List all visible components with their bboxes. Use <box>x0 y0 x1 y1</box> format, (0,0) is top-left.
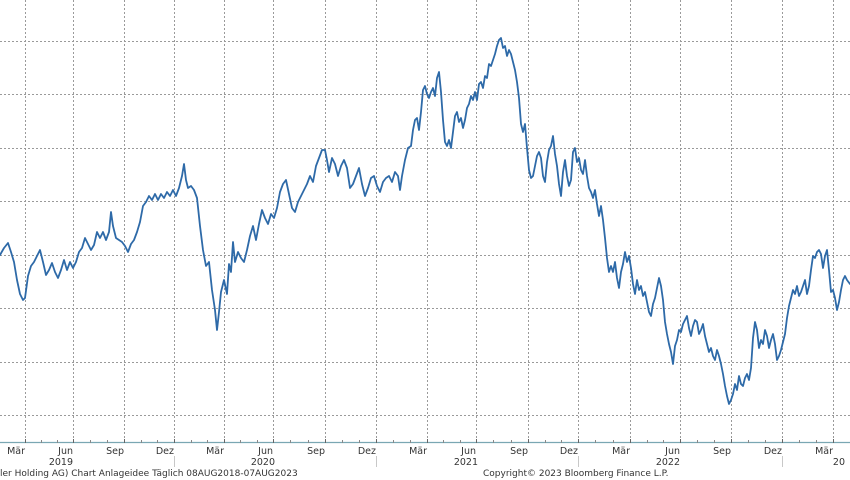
month-tick-label: Sep <box>510 446 528 457</box>
vertical-gridlines <box>25 0 834 442</box>
month-tick-label: Dez <box>560 446 578 457</box>
month-tick-label: Dez <box>358 446 376 457</box>
horizontal-gridlines <box>0 41 850 416</box>
year-separators <box>174 456 783 467</box>
month-tick-label: Jun <box>57 446 73 457</box>
month-tick-label: Sep <box>307 446 325 457</box>
month-tick-label: Jun <box>257 446 273 457</box>
year-label: 2022 <box>656 457 680 468</box>
month-tick-label: Sep <box>713 446 731 457</box>
month-tick-label: Mär <box>815 446 833 457</box>
month-tick-label: Jun <box>460 446 476 457</box>
month-tick-label: Jun <box>664 446 680 457</box>
x-axis-ticks <box>25 439 834 443</box>
month-tick-label: Sep <box>106 446 124 457</box>
x-axis-year-labels: 2019 2020 2021 2022 20 <box>49 457 845 468</box>
year-label: 2019 <box>49 457 73 468</box>
month-tick-label: Mär <box>7 446 25 457</box>
year-label: 20 <box>833 457 845 468</box>
year-label: 2021 <box>454 457 478 468</box>
footer-chart-info: ler Holding AG) Chart Anlageidee Täglich… <box>0 469 298 479</box>
x-axis-month-labels: Mär Jun Sep Dez Mär Jun Sep Dez Mär Jun Sep Dez Mär J… <box>7 446 833 457</box>
year-label: 2020 <box>251 457 275 468</box>
footer-copyright: Copyright© 2023 Bloomberg Finance L.P. <box>483 469 668 479</box>
price-line <box>0 37 850 405</box>
month-tick-label: Mär <box>612 446 630 457</box>
month-tick-label: Dez <box>156 446 174 457</box>
month-tick-label: Mär <box>409 446 427 457</box>
price-series <box>0 37 850 405</box>
month-tick-label: Mär <box>206 446 224 457</box>
month-tick-label: Dez <box>764 446 782 457</box>
